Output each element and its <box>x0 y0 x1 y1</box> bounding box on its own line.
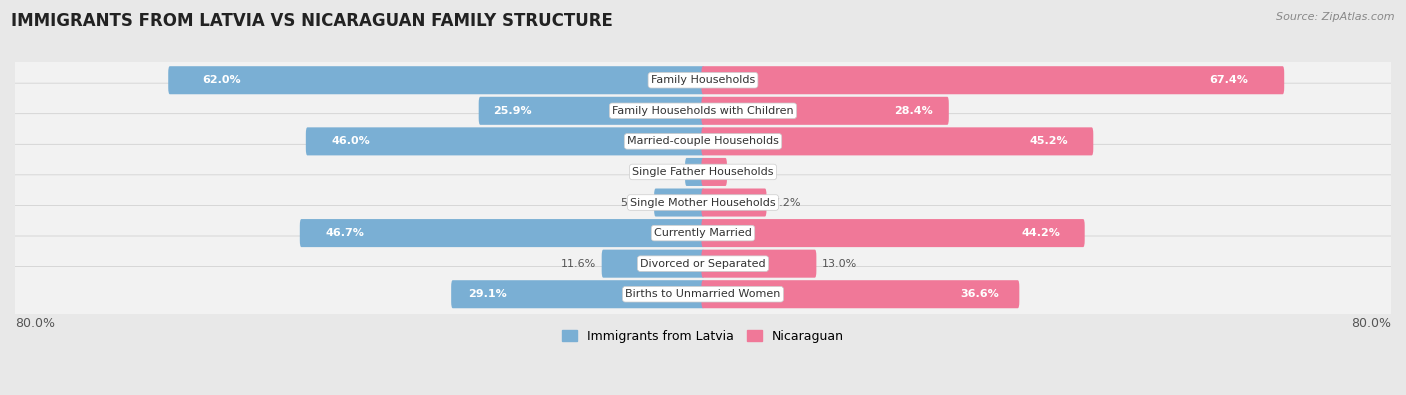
Text: 2.6%: 2.6% <box>733 167 761 177</box>
Text: 28.4%: 28.4% <box>894 106 932 116</box>
Text: Births to Unmarried Women: Births to Unmarried Women <box>626 289 780 299</box>
Text: 25.9%: 25.9% <box>494 106 533 116</box>
FancyBboxPatch shape <box>685 158 704 186</box>
Text: Divorced or Separated: Divorced or Separated <box>640 259 766 269</box>
FancyBboxPatch shape <box>11 83 1395 139</box>
Text: 36.6%: 36.6% <box>960 289 998 299</box>
FancyBboxPatch shape <box>702 97 949 125</box>
Text: Currently Married: Currently Married <box>654 228 752 238</box>
FancyBboxPatch shape <box>702 280 1019 308</box>
FancyBboxPatch shape <box>11 114 1395 169</box>
FancyBboxPatch shape <box>169 66 704 94</box>
Text: 80.0%: 80.0% <box>1351 317 1391 330</box>
Text: 7.2%: 7.2% <box>772 198 800 207</box>
FancyBboxPatch shape <box>702 219 1084 247</box>
FancyBboxPatch shape <box>307 127 704 155</box>
FancyBboxPatch shape <box>11 175 1395 230</box>
Text: 46.7%: 46.7% <box>325 228 364 238</box>
Text: 11.6%: 11.6% <box>561 259 596 269</box>
Text: 29.1%: 29.1% <box>468 289 506 299</box>
Text: 5.5%: 5.5% <box>620 198 648 207</box>
Text: 1.9%: 1.9% <box>651 167 679 177</box>
FancyBboxPatch shape <box>702 188 766 216</box>
FancyBboxPatch shape <box>702 250 817 278</box>
Text: Family Households: Family Households <box>651 75 755 85</box>
Text: 45.2%: 45.2% <box>1029 136 1069 147</box>
FancyBboxPatch shape <box>451 280 704 308</box>
Text: Source: ZipAtlas.com: Source: ZipAtlas.com <box>1277 12 1395 22</box>
Text: 13.0%: 13.0% <box>821 259 856 269</box>
FancyBboxPatch shape <box>11 267 1395 322</box>
FancyBboxPatch shape <box>299 219 704 247</box>
FancyBboxPatch shape <box>11 144 1395 199</box>
FancyBboxPatch shape <box>602 250 704 278</box>
Text: IMMIGRANTS FROM LATVIA VS NICARAGUAN FAMILY STRUCTURE: IMMIGRANTS FROM LATVIA VS NICARAGUAN FAM… <box>11 12 613 30</box>
Text: Family Households with Children: Family Households with Children <box>612 106 794 116</box>
FancyBboxPatch shape <box>11 53 1395 108</box>
Text: 44.2%: 44.2% <box>1021 228 1060 238</box>
FancyBboxPatch shape <box>11 236 1395 292</box>
Text: 67.4%: 67.4% <box>1209 75 1249 85</box>
FancyBboxPatch shape <box>654 188 704 216</box>
FancyBboxPatch shape <box>702 127 1094 155</box>
Legend: Immigrants from Latvia, Nicaraguan: Immigrants from Latvia, Nicaraguan <box>557 325 849 348</box>
FancyBboxPatch shape <box>702 66 1284 94</box>
Text: Married-couple Households: Married-couple Households <box>627 136 779 147</box>
Text: 80.0%: 80.0% <box>15 317 55 330</box>
Text: Single Father Households: Single Father Households <box>633 167 773 177</box>
Text: 62.0%: 62.0% <box>202 75 240 85</box>
FancyBboxPatch shape <box>478 97 704 125</box>
Text: Single Mother Households: Single Mother Households <box>630 198 776 207</box>
Text: 46.0%: 46.0% <box>332 136 370 147</box>
FancyBboxPatch shape <box>702 158 727 186</box>
FancyBboxPatch shape <box>11 205 1395 261</box>
